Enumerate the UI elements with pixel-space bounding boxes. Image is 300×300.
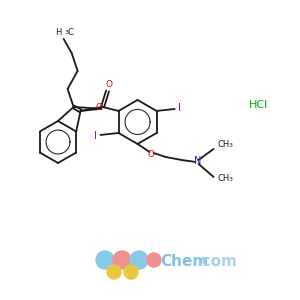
- Text: 3: 3: [64, 30, 69, 35]
- Circle shape: [130, 251, 148, 269]
- Text: CH: CH: [218, 140, 230, 149]
- Text: O: O: [105, 80, 112, 89]
- Text: 3: 3: [229, 143, 232, 148]
- Text: O: O: [96, 103, 103, 112]
- Circle shape: [147, 253, 161, 267]
- Text: CH: CH: [218, 175, 230, 184]
- Circle shape: [96, 251, 114, 269]
- Circle shape: [113, 251, 131, 269]
- Text: H: H: [55, 28, 61, 38]
- Text: N: N: [194, 156, 201, 166]
- Circle shape: [124, 265, 138, 279]
- Text: Chem: Chem: [160, 254, 208, 269]
- Circle shape: [107, 265, 121, 279]
- Text: HCl: HCl: [248, 100, 268, 110]
- Text: O: O: [147, 151, 154, 160]
- Text: .com: .com: [197, 254, 238, 269]
- Text: I: I: [178, 103, 181, 113]
- Text: C: C: [68, 28, 74, 38]
- Text: I: I: [94, 131, 97, 141]
- Text: 3: 3: [229, 177, 232, 182]
